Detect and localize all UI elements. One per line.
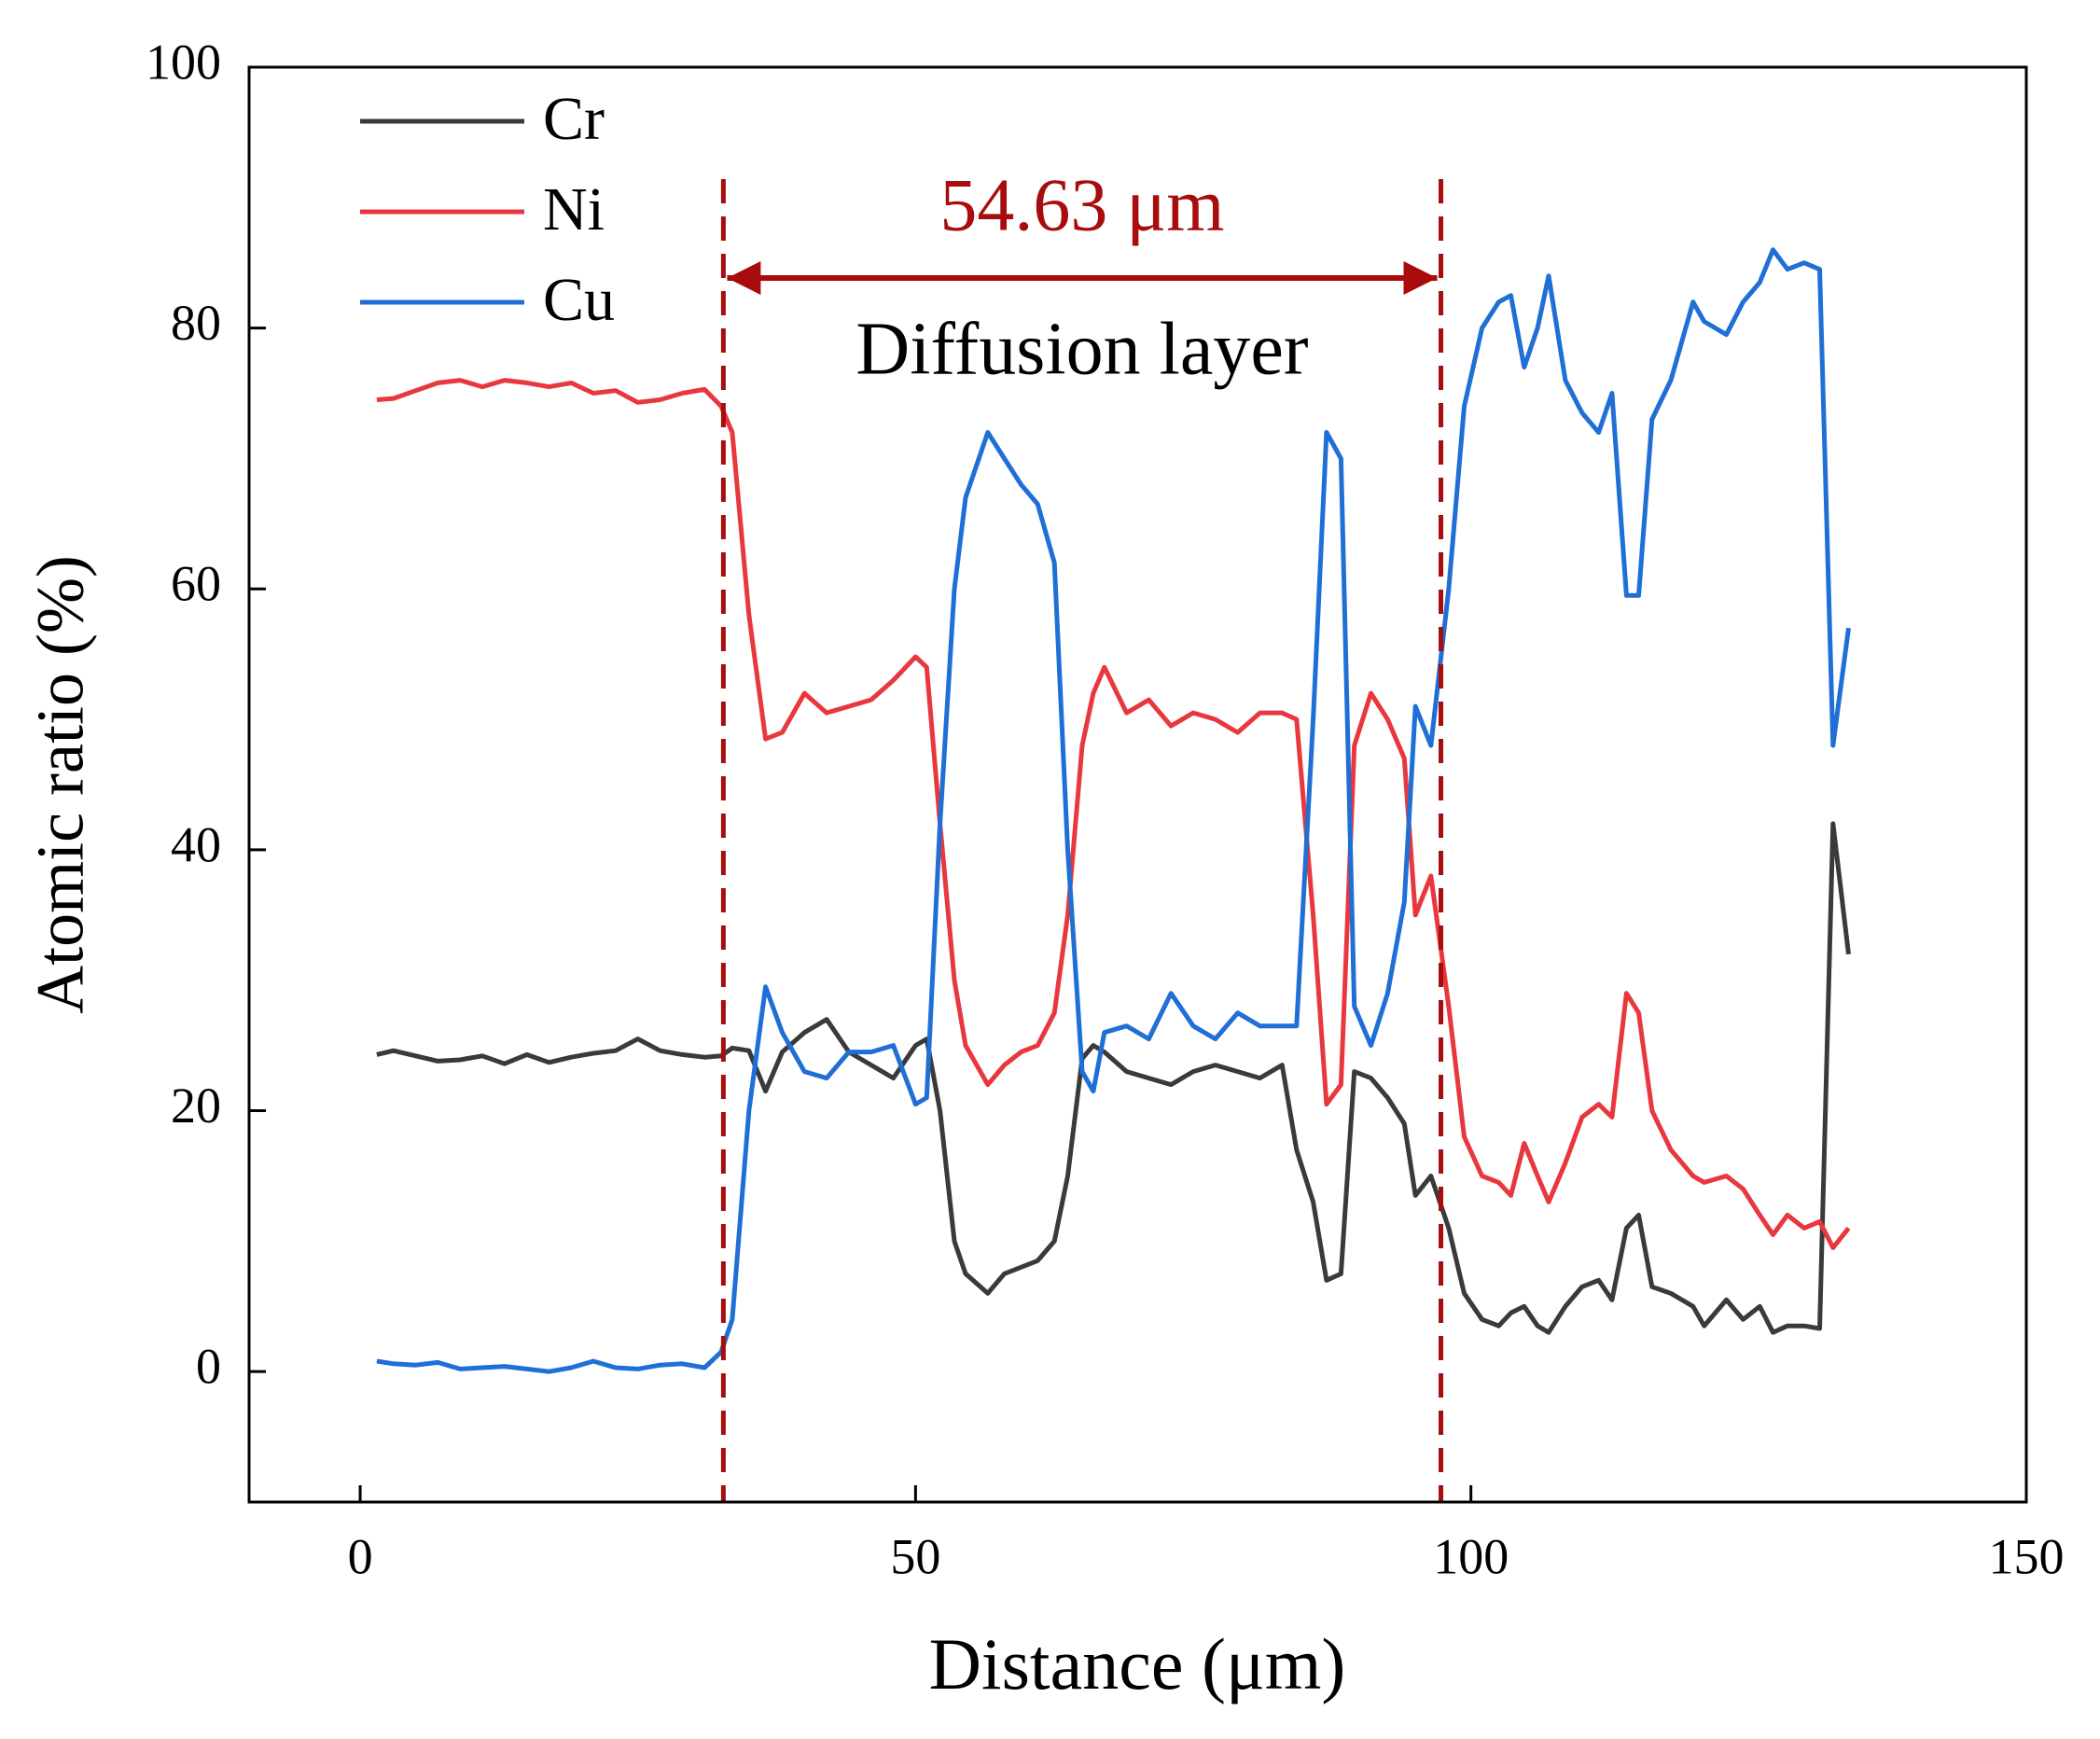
y-tick-label: 0 [196, 1339, 221, 1395]
y-tick-label: 20 [171, 1078, 221, 1134]
y-tick-label: 80 [171, 295, 221, 351]
x-axis-label: Distance (μm) [929, 1623, 1346, 1704]
series-line [376, 821, 1851, 1335]
y-tick-label: 60 [171, 556, 221, 612]
legend-label: Cr [543, 85, 605, 153]
y-tick-label: 100 [146, 34, 221, 90]
series-line [376, 247, 1851, 1374]
y-tick-label: 40 [171, 816, 221, 872]
plot-frame [247, 65, 2028, 1504]
series-line [376, 378, 1851, 1250]
x-tick-label: 100 [1433, 1528, 1509, 1584]
x-tick-label: 50 [890, 1528, 940, 1584]
layer-label: Diffusion layer [855, 308, 1308, 390]
x-tick-label: 0 [348, 1528, 373, 1584]
y-axis-label: Atomic ratio (%) [23, 555, 98, 1014]
legend-label: Cu [543, 266, 615, 334]
width-label: 54.63 μm [939, 164, 1224, 246]
legend-label: Ni [543, 175, 605, 243]
x-tick-label: 150 [1989, 1528, 2065, 1584]
